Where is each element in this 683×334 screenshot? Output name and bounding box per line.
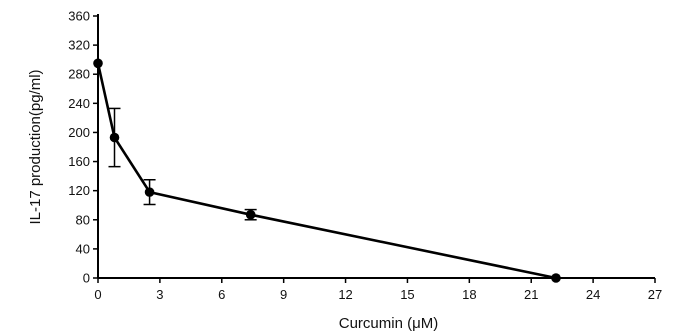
data-point: [93, 58, 103, 69]
x-tick-label: 18: [462, 287, 476, 302]
y-tick-label: 360: [68, 9, 90, 24]
y-tick-label: 120: [68, 183, 90, 198]
data-point: [144, 187, 155, 197]
x-tick-label: 6: [218, 287, 225, 302]
y-tick-label: 320: [68, 38, 90, 53]
y-tick-label: 160: [68, 154, 90, 169]
x-tick-label: 27: [648, 287, 662, 302]
y-tick-label: 80: [76, 212, 90, 227]
x-tick-label: 15: [400, 287, 414, 302]
x-axis-ticks: 0 3 6 9 12 15 18 21 24 27: [94, 278, 662, 302]
x-tick-label: 3: [156, 287, 163, 302]
y-axis-ticks: 0 40 80 120 160 200 240 280 320 360: [68, 9, 98, 286]
y-tick-label: 240: [68, 96, 90, 111]
y-tick-label: 40: [76, 241, 90, 256]
y-tick-label: 280: [68, 67, 90, 82]
x-tick-label: 0: [94, 287, 101, 302]
axes: [97, 14, 655, 279]
x-axis-title: Curcumin (μM): [339, 315, 438, 332]
x-tick-label: 21: [524, 287, 538, 302]
y-axis-title: IL-17 production(pg/ml): [27, 69, 44, 224]
x-tick-label: 9: [280, 287, 287, 302]
y-tick-label: 200: [68, 125, 90, 140]
x-tick-label: 24: [586, 287, 600, 302]
data-point: [551, 273, 561, 283]
data-point: [245, 209, 256, 220]
series: [93, 58, 561, 283]
x-tick-label: 12: [338, 287, 352, 302]
y-tick-label: 0: [83, 271, 90, 286]
data-point: [109, 132, 120, 143]
series-line: [96, 63, 557, 280]
